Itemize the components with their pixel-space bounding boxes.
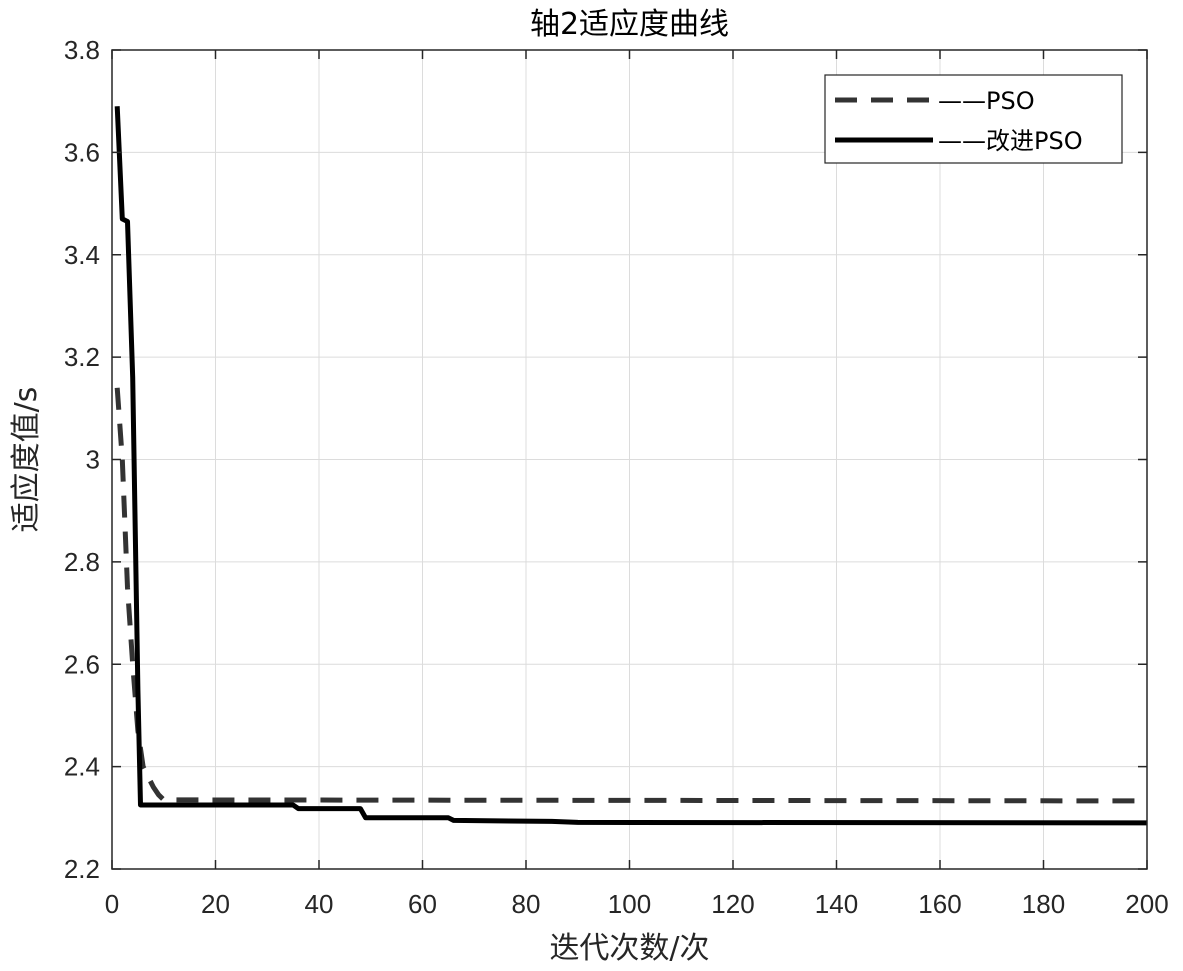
legend-label-improved-pso: ——改进PSO [938,127,1083,155]
y-tick-label: 3.6 [64,137,100,167]
legend: ——PSO ——改进PSO [824,74,1123,164]
y-tick-label: 3.8 [64,35,100,65]
y-tick-label: 2.8 [64,547,100,577]
series-layer [114,106,1148,826]
x-tick-label: 100 [608,889,651,919]
y-tick-label: 2.2 [64,854,100,884]
x-axis-title: 迭代次数/次 [549,931,709,966]
x-tick-label: 160 [918,889,961,919]
axis-ticks [111,49,1148,870]
x-tick-label: 140 [815,889,858,919]
tick-labels: 0 20 40 60 80 100 120 140 160 180 200 2.2 2.4 2.6 2.8 3… [64,35,1169,919]
y-tick-label: 2.6 [64,649,100,679]
y-tick-label: 3.4 [64,240,100,270]
x-tick-label: 40 [305,889,334,919]
series-line-pso [114,387,1148,804]
x-tick-label: 80 [512,889,541,919]
x-tick-label: 180 [1022,889,1065,919]
x-tick-label: 60 [408,889,437,919]
x-tick-label: 0 [105,889,119,919]
x-tick-label: 20 [201,889,230,919]
y-axis-title: 适应度值/s [9,387,44,533]
x-tick-label: 200 [1125,889,1168,919]
y-tick-label: 2.4 [64,752,100,782]
y-tick-label: 3.2 [64,342,100,372]
chart-title: 轴2适应度曲线 [530,7,729,42]
series-line-improved-pso [114,106,1148,826]
legend-label-pso: ——PSO [938,87,1035,115]
grid-lines [112,50,1147,869]
y-tick-label: 3 [86,445,100,475]
legend-box [824,74,1123,164]
x-tick-label: 120 [711,889,754,919]
